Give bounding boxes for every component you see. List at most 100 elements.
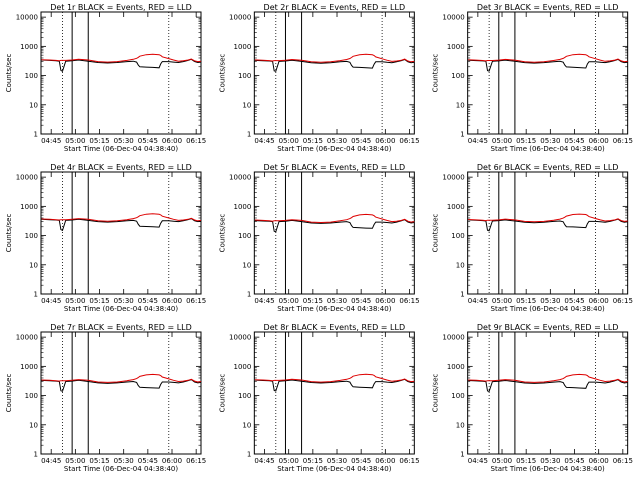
plot-frame: [253, 331, 415, 455]
panel-title: Det 3r BLACK = Events, RED = LLD: [477, 3, 619, 12]
panel-det-4: Det 4r BLACK = Events, RED = LLD 1 10 100 10…: [5, 163, 206, 313]
x-tick-label: 06:15: [186, 457, 206, 465]
y-tick-label: 1000: [20, 363, 38, 371]
series-line-lld: [41, 373, 202, 383]
panel-title: Det 8r BLACK = Events, RED = LLD: [264, 323, 406, 332]
x-tick-label: 05:45: [351, 297, 371, 305]
x-axis-label: Start Time (06-Dec-04 04:38:40): [491, 305, 605, 313]
x-tick-label: 05:15: [303, 137, 323, 145]
x-tick-label: 05:00: [65, 457, 85, 465]
x-tick-label: 04:45: [254, 137, 274, 145]
x-tick-label: 05:45: [564, 457, 584, 465]
x-tick-label: 05:00: [279, 137, 299, 145]
y-tick-label: 1000: [447, 363, 465, 371]
series-line-lld: [254, 213, 415, 224]
plot-frame: [40, 11, 202, 135]
x-tick-label: 06:15: [613, 297, 633, 305]
x-axis-label: Start Time (06-Dec-04 04:38:40): [64, 305, 178, 313]
x-tick-label: 06:15: [613, 137, 633, 145]
plot-frame: [467, 11, 629, 135]
y-tick-label: 1: [34, 131, 38, 139]
plot-frame: [467, 331, 629, 455]
y-tick-label: 1000: [447, 203, 465, 211]
series-line-lld: [254, 373, 415, 383]
x-tick-label: 06:15: [186, 297, 206, 305]
x-tick-label: 06:00: [375, 457, 395, 465]
x-tick-label: 06:00: [375, 137, 395, 145]
series-line-events: [41, 218, 202, 232]
x-tick-label: 06:15: [399, 137, 419, 145]
series-line-events: [41, 58, 202, 73]
x-axis-label: Start Time (06-Dec-04 04:38:40): [277, 465, 391, 473]
x-tick-label: 06:15: [613, 457, 633, 465]
x-axis-label: Start Time (06-Dec-04 04:38:40): [277, 145, 391, 153]
y-tick-label: 10: [29, 261, 38, 269]
panel-det-7: Det 7r BLACK = Events, RED = LLD 1 10 100 10…: [5, 323, 206, 473]
panel-title: Det 9r BLACK = Events, RED = LLD: [477, 323, 619, 332]
x-axis-label: Start Time (06-Dec-04 04:38:40): [64, 145, 178, 153]
x-tick-label: 05:00: [492, 137, 512, 145]
y-tick-label: 10: [456, 101, 465, 109]
x-tick-label: 04:45: [468, 457, 488, 465]
x-tick-label: 05:00: [279, 457, 299, 465]
y-axis-label: Counts/sec: [5, 214, 13, 253]
x-tick-label: 05:15: [516, 457, 536, 465]
y-tick-label: 1: [460, 451, 464, 459]
panel-title: Det 1r BLACK = Events, RED = LLD: [50, 3, 192, 12]
x-tick-label: 05:00: [65, 297, 85, 305]
x-tick-label: 05:30: [114, 137, 134, 145]
panel-title: Det 7r BLACK = Events, RED = LLD: [50, 323, 192, 332]
y-tick-label: 1: [34, 451, 38, 459]
y-tick-label: 10000: [229, 14, 251, 22]
x-tick-label: 04:45: [468, 297, 488, 305]
x-tick-label: 05:00: [492, 457, 512, 465]
y-tick-label: 10: [29, 421, 38, 429]
panel-det-1: Det 1r BLACK = Events, RED = LLD 1 10 100 10…: [5, 3, 206, 153]
y-tick-label: 10000: [229, 174, 251, 182]
y-tick-label: 100: [451, 72, 464, 80]
x-tick-label: 05:30: [114, 457, 134, 465]
x-tick-label: 06:00: [162, 137, 182, 145]
x-axis-label: Start Time (06-Dec-04 04:38:40): [277, 305, 391, 313]
y-tick-label: 10000: [16, 14, 38, 22]
plot-frame: [40, 171, 202, 295]
y-tick-label: 1000: [234, 203, 252, 211]
y-tick-label: 10: [29, 101, 38, 109]
y-tick-label: 10: [242, 261, 251, 269]
series-line-events: [41, 379, 202, 392]
y-tick-label: 1: [247, 291, 251, 299]
panel-title: Det 2r BLACK = Events, RED = LLD: [264, 3, 406, 12]
y-tick-label: 10000: [229, 334, 251, 342]
series-line-lld: [468, 53, 628, 63]
y-axis-label: Counts/sec: [5, 374, 13, 413]
x-tick-label: 04:45: [254, 297, 274, 305]
x-tick-label: 05:30: [540, 297, 560, 305]
series-line-lld: [468, 373, 628, 383]
x-tick-label: 05:30: [327, 137, 347, 145]
y-tick-label: 1: [460, 291, 464, 299]
x-tick-label: 06:00: [589, 137, 609, 145]
y-tick-label: 1: [247, 131, 251, 139]
series-line-lld: [468, 213, 628, 223]
x-tick-label: 04:45: [41, 457, 61, 465]
series-line-events: [254, 219, 415, 233]
x-tick-label: 04:45: [41, 137, 61, 145]
panel-title: Det 5r BLACK = Events, RED = LLD: [264, 163, 406, 172]
y-tick-label: 1: [34, 291, 38, 299]
x-tick-label: 06:15: [399, 297, 419, 305]
panel-det-2: Det 2r BLACK = Events, RED = LLD 1 10 100 10…: [218, 3, 419, 153]
y-tick-label: 10: [456, 261, 465, 269]
series-line-lld: [41, 213, 202, 222]
x-axis-label: Start Time (06-Dec-04 04:38:40): [64, 465, 178, 473]
x-axis-label: Start Time (06-Dec-04 04:38:40): [491, 465, 605, 473]
x-tick-label: 05:15: [303, 457, 323, 465]
panel-title: Det 4r BLACK = Events, RED = LLD: [50, 163, 192, 172]
y-tick-label: 100: [25, 232, 38, 240]
y-tick-label: 1000: [20, 43, 38, 51]
panel-det-8: Det 8r BLACK = Events, RED = LLD 1 10 100 10…: [218, 323, 419, 473]
x-tick-label: 05:45: [564, 297, 584, 305]
y-axis-label: Counts/sec: [5, 54, 13, 93]
y-tick-label: 100: [451, 232, 464, 240]
x-tick-label: 05:45: [351, 457, 371, 465]
y-tick-label: 100: [451, 392, 464, 400]
